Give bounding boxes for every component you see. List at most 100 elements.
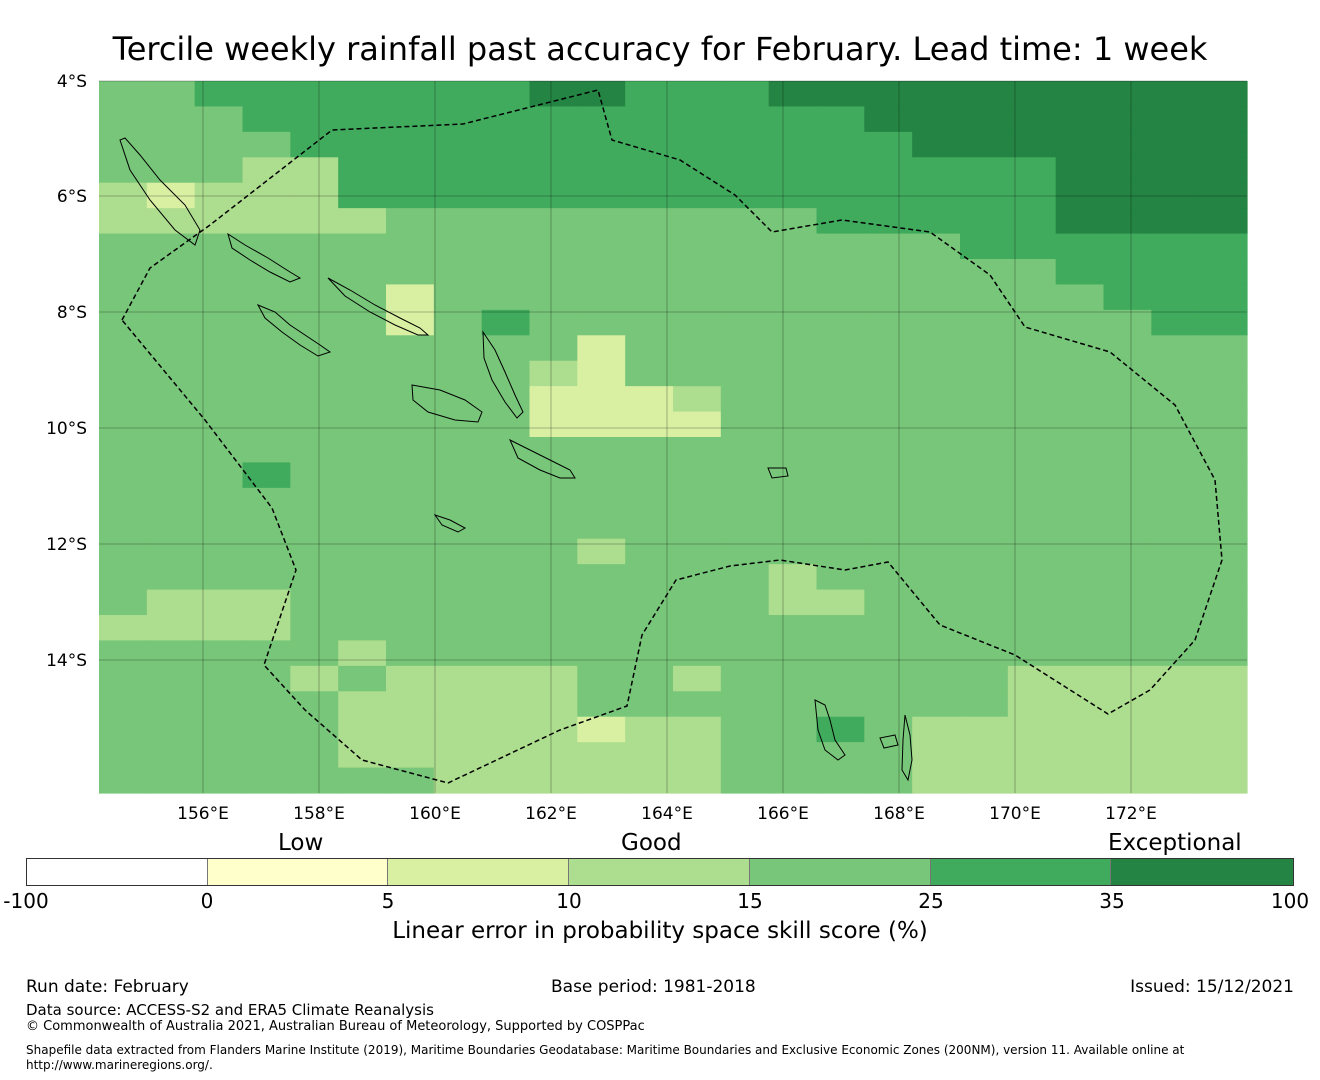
skill-cell (912, 691, 961, 718)
skill-cell (577, 233, 626, 260)
skill-cell (338, 513, 387, 540)
skill-cell (1103, 81, 1152, 108)
skill-cell (529, 208, 578, 235)
skill-cell (864, 360, 913, 387)
skill-cell (864, 81, 913, 108)
run-date: Run date: February (26, 977, 189, 997)
skill-cell (864, 386, 913, 413)
skill-cell (433, 589, 483, 616)
skill-cell (290, 233, 339, 260)
skill-cell (194, 131, 244, 158)
island-choiseul (227, 232, 302, 283)
colorbar-segment (569, 859, 750, 885)
skill-cell (1007, 106, 1057, 133)
skill-cell (242, 665, 291, 692)
skill-cell (577, 208, 626, 235)
skill-cell (625, 157, 674, 184)
skill-cell (529, 386, 578, 413)
skill-cell (242, 513, 291, 540)
skill-cell (768, 589, 818, 616)
legend-category-good: Good (621, 830, 682, 856)
skill-cell (960, 665, 1009, 692)
skill-cell (242, 157, 291, 184)
skill-cell (1151, 487, 1200, 514)
skill-cell (146, 716, 196, 743)
skill-cell (673, 233, 722, 260)
skill-cell (577, 665, 626, 692)
skill-cell (768, 106, 818, 133)
skill-cell (768, 462, 818, 489)
colorbar-segment (749, 859, 931, 885)
skill-cell (1151, 564, 1200, 591)
skill-cell (481, 691, 531, 718)
skill-cell (816, 487, 865, 514)
skill-cell (338, 538, 387, 565)
skill-cell (768, 386, 818, 413)
skill-cell (912, 589, 961, 616)
skill-cell (481, 131, 531, 158)
skill-cell (194, 309, 244, 336)
skill-cell (386, 182, 435, 209)
skill-cell (768, 309, 818, 336)
skill-cell (1055, 487, 1105, 514)
skill-cell (768, 411, 818, 438)
skill-cell (290, 309, 339, 336)
skill-cell (577, 538, 626, 565)
skill-cell (290, 564, 339, 591)
skill-cell (1055, 589, 1105, 616)
skill-cell (960, 716, 1009, 743)
skill-cell (99, 411, 148, 438)
skill-cell (625, 182, 674, 209)
skill-cell (386, 589, 435, 616)
skill-cell (720, 564, 770, 591)
skill-cell (768, 691, 818, 718)
skill-cell (577, 131, 626, 158)
skill-cell (146, 335, 196, 362)
skill-cell (1103, 589, 1152, 616)
colorbar-segment (27, 859, 208, 885)
skill-cell (912, 284, 961, 311)
skill-cell (146, 106, 196, 133)
skill-cell (912, 386, 961, 413)
skill-cell (386, 131, 435, 158)
skill-cell (625, 335, 674, 362)
skill-cell (1199, 411, 1248, 438)
skill-cell (768, 665, 818, 692)
skill-grid (99, 81, 1248, 794)
skill-cell (242, 589, 291, 616)
longitude-label: 156°E (177, 804, 229, 824)
skill-cell (386, 81, 435, 108)
skill-cell (864, 462, 913, 489)
skill-cell (1055, 233, 1105, 260)
skill-cell (960, 640, 1009, 667)
skill-cell (1151, 233, 1200, 260)
skill-cell (673, 462, 722, 489)
skill-cell (290, 284, 339, 311)
skill-cell (577, 309, 626, 336)
skill-cell (625, 284, 674, 311)
skill-cell (1103, 284, 1152, 311)
skill-cell (242, 208, 291, 235)
skill-cell (338, 487, 387, 514)
skill-cell (194, 284, 244, 311)
skill-cell (338, 691, 387, 718)
skill-cell (1199, 335, 1248, 362)
skill-cell (768, 233, 818, 260)
skill-cell (1151, 309, 1200, 336)
skill-cell (1151, 335, 1200, 362)
latitude-label: 14°S (46, 651, 87, 671)
skill-cell (242, 615, 291, 642)
skill-cell (1055, 208, 1105, 235)
skill-cell (386, 360, 435, 387)
skill-cell (912, 665, 961, 692)
skill-cell (912, 309, 961, 336)
skill-cell (146, 462, 196, 489)
skill-cell (481, 665, 531, 692)
skill-cell (673, 386, 722, 413)
skill-cell (912, 487, 961, 514)
skill-cell (673, 691, 722, 718)
skill-cell (1199, 589, 1248, 616)
skill-cell (720, 487, 770, 514)
skill-cell (433, 284, 483, 311)
skill-cell (864, 157, 913, 184)
